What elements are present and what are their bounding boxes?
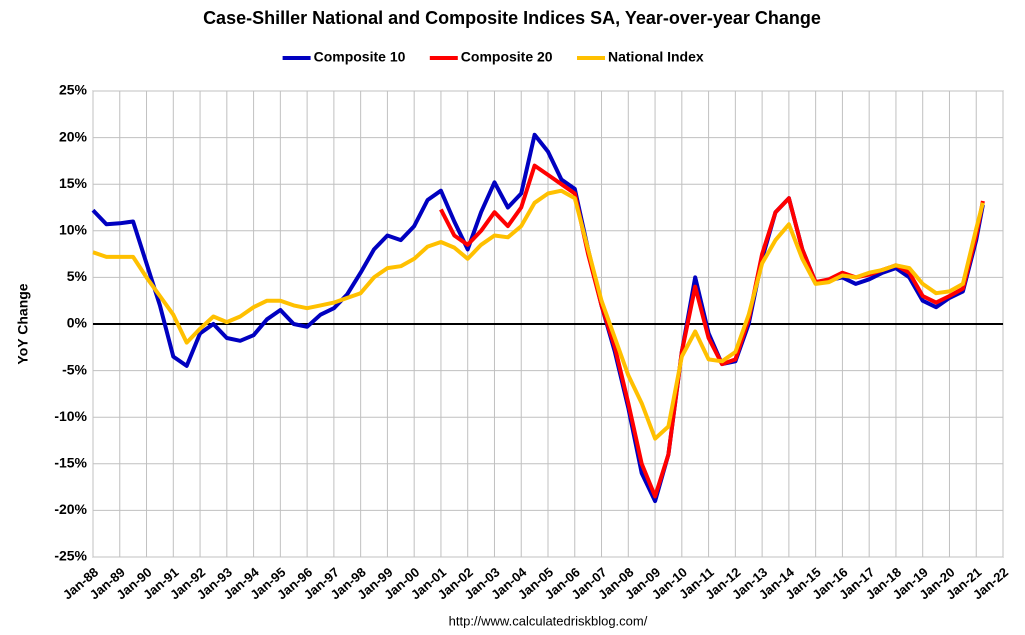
y-tick-label: -15%: [54, 455, 87, 471]
y-tick-label: 0%: [67, 315, 88, 331]
y-tick-label: 10%: [59, 222, 88, 238]
y-tick-label: -25%: [54, 548, 87, 564]
grid: -25%-20%-15%-10%-5%0%5%10%15%20%25%Jan-8…: [54, 82, 1011, 603]
legend: Composite 10 Composite 20 National Index: [282, 49, 704, 65]
y-tick-label: 20%: [59, 128, 88, 144]
source: http://www.calculatedriskblog.com/: [449, 613, 648, 628]
series-line: [439, 163, 985, 499]
chart-title: Case-Shiller National and Composite Indi…: [203, 8, 821, 28]
series-line: [92, 188, 985, 441]
legend-label: Composite 10: [314, 49, 406, 65]
y-tick-label: 15%: [59, 175, 88, 191]
y-tick-label: 25%: [59, 82, 88, 98]
y-tick-label: -20%: [54, 501, 87, 517]
y-axis-label: YoY Change: [15, 283, 31, 364]
plot: [91, 132, 985, 504]
y-tick-label: -5%: [62, 361, 87, 377]
legend-label: National Index: [608, 49, 704, 65]
y-tick-label: -10%: [54, 408, 87, 424]
y-tick-label: 5%: [67, 268, 88, 284]
legend-label: Composite 20: [461, 49, 553, 65]
